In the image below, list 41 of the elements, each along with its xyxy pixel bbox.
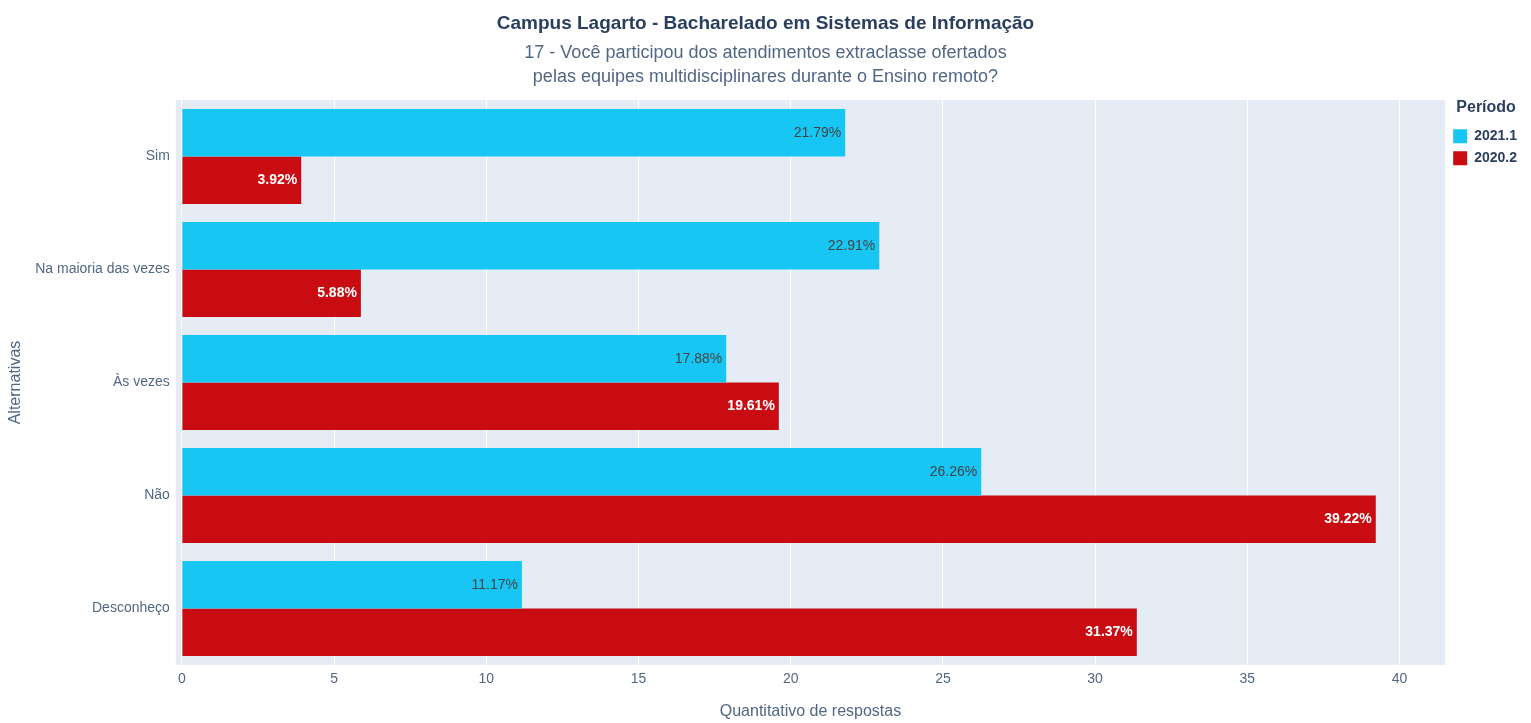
- chart-title: Campus Lagarto - Bacharelado em Sistemas de Informação: [495, 12, 1036, 34]
- data-label: 11.17%: [471, 575, 518, 592]
- x-tick-label: 10: [478, 670, 495, 687]
- y-tick-label: Sim: [145, 147, 170, 164]
- data-label: 22.91%: [827, 236, 876, 253]
- y-tick-label: Na maioria das vezes: [35, 260, 170, 277]
- y-tick-label: Desconheço: [91, 599, 171, 616]
- data-label: 17.88%: [674, 349, 723, 366]
- x-tick-label: 40: [1391, 670, 1408, 687]
- bar: [182, 608, 1137, 656]
- legend-label: 2020.2: [1474, 149, 1518, 166]
- data-label: 26.26%: [929, 462, 978, 479]
- bar: [182, 156, 302, 204]
- data-label: 31.37%: [1085, 623, 1134, 640]
- data-label: 3.92%: [257, 171, 298, 188]
- x-tick-label: 20: [782, 670, 799, 687]
- bar: [182, 335, 727, 383]
- bar: [182, 222, 880, 270]
- x-tick-label: 30: [1087, 670, 1104, 687]
- legend-label: 2021.1: [1474, 127, 1518, 144]
- bar: [182, 495, 1376, 543]
- y-axis-title: Alternativas: [6, 340, 24, 425]
- bar: [182, 448, 982, 496]
- x-tick-label: 15: [630, 670, 647, 687]
- bar: [182, 269, 361, 317]
- bar: [182, 109, 846, 157]
- x-tick-label: 5: [330, 670, 339, 687]
- y-tick-label: Não: [144, 486, 171, 503]
- x-tick-label: 0: [178, 670, 186, 687]
- data-label: 5.88%: [317, 284, 358, 301]
- x-axis-title: Quantitativo de respostas: [719, 701, 902, 719]
- legend-title: Período: [1456, 98, 1517, 116]
- x-tick-label: 35: [1239, 670, 1256, 687]
- data-label: 21.79%: [793, 123, 842, 140]
- chart-subtitle: 17 - Você participou dos atendimentos extraclasse ofertados pelas equipes multidisciplinares durante o Ensino remoto?: [523, 41, 1008, 88]
- data-label: 39.22%: [1324, 510, 1373, 527]
- x-tick-label: 25: [935, 670, 951, 687]
- bar: [182, 561, 522, 609]
- data-label: 19.61%: [727, 397, 776, 414]
- y-tick-label: Às vezes: [113, 373, 170, 390]
- bar: [182, 382, 779, 430]
